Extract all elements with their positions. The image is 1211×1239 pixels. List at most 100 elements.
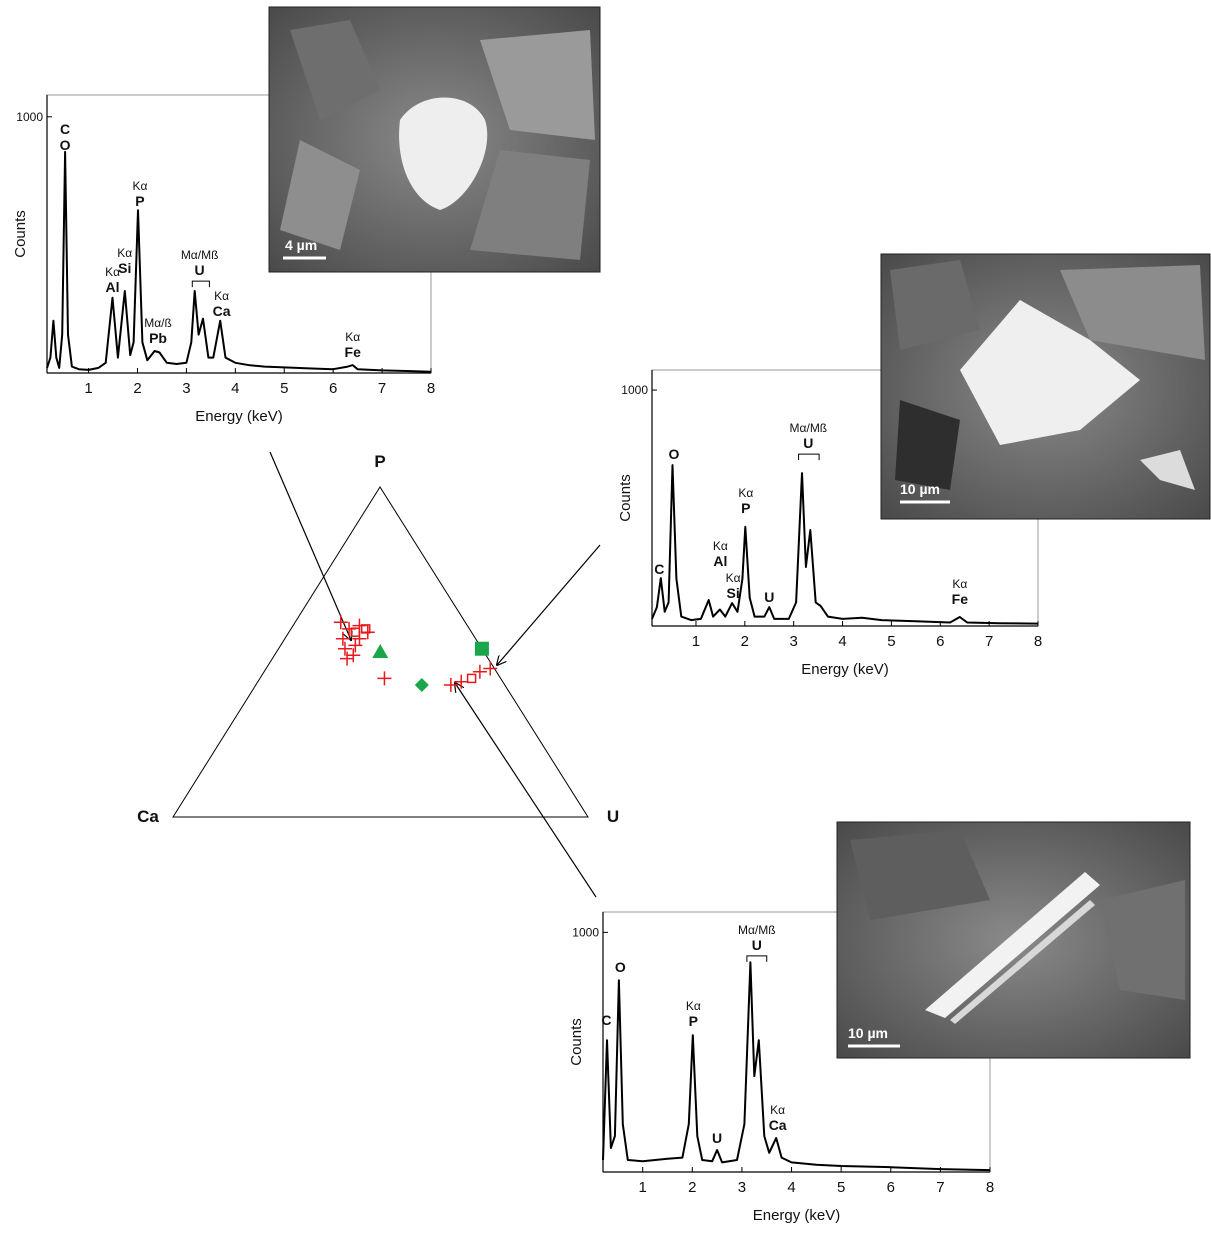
x-tick-label: 3	[182, 380, 190, 397]
peak-label: Mα/Mß	[790, 421, 828, 435]
peak-label: P	[741, 500, 750, 516]
x-axis-label: Energy (keV)	[195, 408, 283, 425]
x-tick-label: 2	[741, 633, 749, 650]
particle	[399, 97, 488, 210]
peak-label: Kα	[738, 486, 753, 500]
x-tick-label: 5	[887, 633, 895, 650]
x-tick-label: 6	[887, 1179, 895, 1196]
peak-label: Ca	[213, 303, 231, 319]
arrow	[455, 683, 597, 898]
sem-images: 4 µm 10 µm 10 µm	[268, 6, 1211, 1059]
x-tick-label: 4	[787, 1179, 795, 1196]
peak-label: P	[689, 1013, 698, 1029]
peak-label: Mα/Mß	[181, 248, 219, 262]
vertex-label: Ca	[137, 807, 159, 826]
grain	[280, 140, 360, 250]
point	[474, 641, 489, 656]
sem-image: 4 µm	[268, 6, 601, 273]
peak-label: Kα	[952, 577, 967, 591]
x-tick-label: 2	[133, 380, 141, 397]
peak-label: Pb	[149, 330, 167, 346]
y-tick-label: 1000	[16, 110, 43, 124]
x-tick-label: 2	[688, 1179, 696, 1196]
x-tick-label: 4	[838, 633, 846, 650]
grain	[850, 830, 990, 920]
vertex-label: U	[607, 807, 619, 826]
peak-label: Ca	[769, 1117, 787, 1133]
peak-bracket	[746, 955, 768, 962]
peak-label: C	[654, 561, 664, 577]
scale-label: 4 µm	[285, 237, 317, 253]
point	[360, 624, 371, 634]
x-tick-label: 7	[378, 380, 386, 397]
peak-label: Mα/Mß	[738, 923, 776, 937]
sem-image: 10 µm	[880, 253, 1211, 520]
peak-label: Fe	[952, 591, 969, 607]
y-tick-label: 1000	[621, 383, 648, 397]
peak-bracket	[798, 453, 820, 461]
peak-label: Kα	[713, 539, 728, 553]
point	[337, 641, 352, 656]
peak-label: Kα	[686, 999, 701, 1013]
peak-label: C	[601, 1012, 611, 1028]
x-tick-label: 3	[738, 1179, 746, 1196]
x-tick-label: 1	[639, 1179, 647, 1196]
x-tick-label: 6	[329, 380, 337, 397]
point	[377, 671, 392, 686]
peak-label: Si	[726, 585, 739, 601]
x-axis-label: Energy (keV)	[801, 661, 889, 678]
arrow	[269, 451, 351, 640]
peak-bracket	[191, 280, 210, 288]
peak-label: Kα	[132, 179, 147, 193]
peak-label: O	[60, 137, 71, 153]
peak-label: C	[60, 121, 70, 137]
y-axis-label: Counts	[568, 1018, 585, 1066]
grain	[1100, 880, 1185, 1000]
grain	[290, 20, 380, 120]
point	[348, 638, 363, 653]
grain	[895, 400, 960, 490]
peak-label: U	[752, 937, 762, 953]
peak-label: U	[712, 1130, 722, 1146]
peak-label: P	[135, 193, 144, 209]
point	[340, 651, 355, 666]
scale-label: 10 µm	[900, 481, 940, 497]
x-tick-label: 4	[231, 380, 239, 397]
grain	[1060, 265, 1205, 360]
peak-label: Kα	[105, 265, 120, 279]
point	[333, 615, 348, 630]
point	[472, 664, 487, 679]
point	[372, 644, 389, 658]
spectrum-line	[46, 150, 432, 373]
peak-label: O	[615, 959, 626, 975]
peak-label: Kα	[770, 1103, 785, 1117]
arrows	[269, 451, 601, 898]
peak-label: Kα	[117, 246, 132, 260]
peak-label: U	[195, 262, 205, 278]
x-tick-label: 8	[427, 380, 435, 397]
x-tick-label: 5	[837, 1179, 845, 1196]
x-tick-label: 1	[692, 633, 700, 650]
spectrum-line	[602, 961, 991, 1172]
x-tick-label: 1	[84, 380, 92, 397]
x-tick-label: 6	[936, 633, 944, 650]
grain	[480, 30, 595, 140]
spectrum-line	[651, 464, 1039, 625]
point	[454, 674, 469, 689]
vertex-label: P	[374, 452, 385, 471]
peak-label: Al	[106, 279, 120, 295]
peak-label: Kα	[726, 571, 741, 585]
x-axis-label: Energy (keV)	[753, 1207, 841, 1224]
x-tick-label: 7	[985, 633, 993, 650]
y-axis-label: Counts	[617, 474, 634, 522]
peak-label: O	[669, 446, 680, 462]
peak-label: Si	[118, 260, 131, 276]
point	[346, 648, 361, 663]
peak-label: Kα	[214, 289, 229, 303]
peak-label: U	[803, 435, 813, 451]
x-tick-label: 8	[1034, 633, 1042, 650]
grain	[470, 150, 590, 260]
x-tick-label: 7	[936, 1179, 944, 1196]
grain	[890, 260, 980, 350]
